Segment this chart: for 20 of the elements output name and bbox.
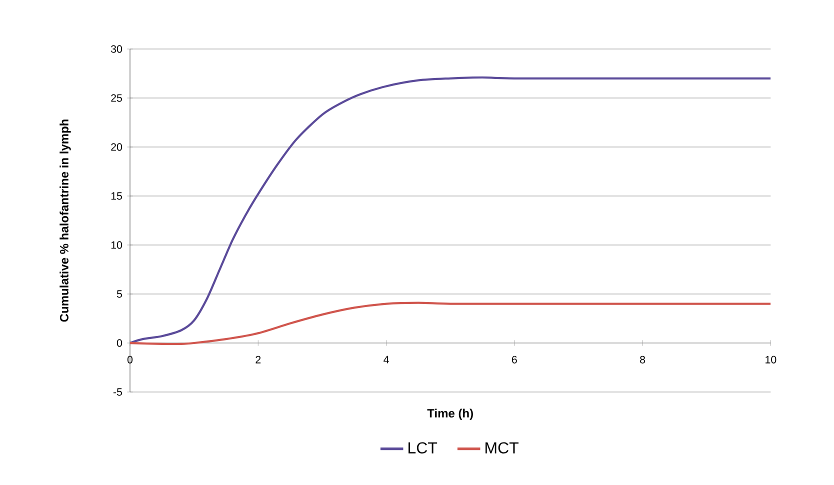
y-tick-label: 30	[110, 45, 122, 53]
line-series	[130, 302, 771, 346]
x-tick-label: 4	[384, 356, 389, 364]
y-tick-label: 20	[111, 143, 122, 151]
legend-label: LCT	[408, 442, 438, 454]
line-series	[130, 76, 771, 344]
y-tick-label: 10	[111, 241, 122, 249]
y-tick-label: 25	[111, 94, 122, 102]
x-axis-title: Time (h)	[427, 408, 473, 420]
x-tick-label: 8	[640, 356, 646, 364]
y-axis-title: Cumulative % halofantrine in lymph	[60, 120, 71, 322]
x-tick-label: 0	[127, 356, 133, 364]
y-tick-label: 15	[111, 192, 122, 200]
x-tick-label: 2	[256, 356, 261, 364]
x-tick-label: 10	[766, 356, 776, 364]
y-tick-label: 5	[116, 290, 122, 298]
legend-label: MCT	[486, 442, 519, 454]
y-tick-label: -5	[113, 388, 122, 396]
y-tick-label: 0	[116, 339, 122, 347]
x-tick-label: 6	[512, 356, 517, 364]
